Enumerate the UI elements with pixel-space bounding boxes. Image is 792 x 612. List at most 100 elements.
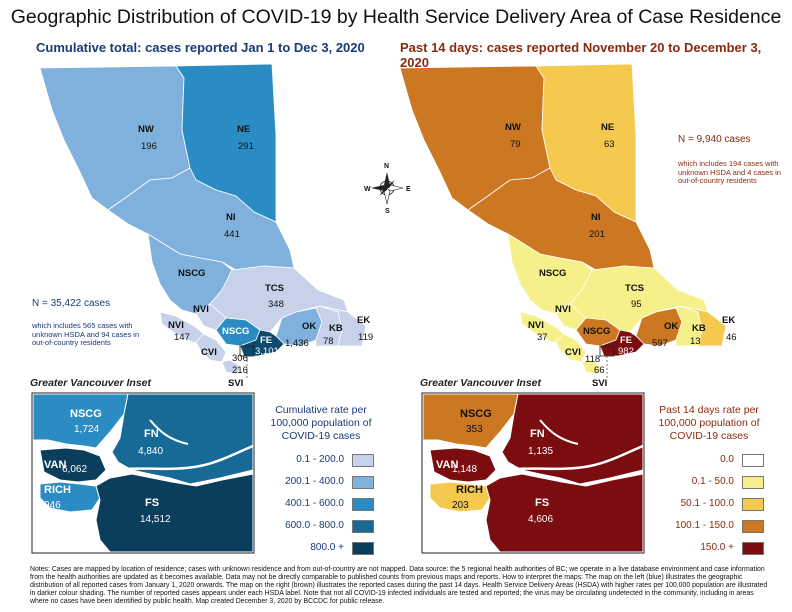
left-label-tcs: TCS [265,283,284,294]
right-inset-value-fn: 1,135 [528,446,553,457]
left-value-ni: 441 [224,229,240,240]
left-legend-swatch-4 [352,542,374,555]
right-inset-value-fs: 4,606 [528,514,553,525]
left-value-tcs: 348 [268,299,284,310]
left-legend-label-0: 0.1 - 200.0 [296,454,344,465]
right-label-fe: FE [620,335,632,346]
right-legend-label-3: 100.1 - 150.0 [675,520,734,531]
left-label-svi: SVI [228,378,243,389]
right-label-ok: OK [664,321,678,332]
left-value-nvi: 147 [174,332,190,343]
right-value-nvi: 37 [537,332,548,343]
left-legend-label-3: 600.0 - 800.0 [285,520,344,531]
left-legend-label-4: 800.0 + [310,542,344,553]
right-label-nvi: NVI [528,320,544,331]
right-legend-swatch-2 [742,498,764,511]
left-label-ne: NE [237,124,250,135]
left-label-nscg: NSCG [178,268,205,279]
left-value-cvi: 306 [232,353,248,364]
right-region-svi [581,359,601,375]
left-inset-value-fn: 4,840 [138,446,163,457]
right-legend-label-2: 50.1 - 100.0 [680,498,734,509]
left-legend-title: Cumulative rate per 100,000 population o… [270,404,372,442]
right-value-tcs: 95 [631,299,642,310]
right-legend-label-4: 150.0 + [700,542,734,553]
right-inset-label-fs: FS [535,497,549,509]
left-inset-value-nscg: 1,724 [74,424,99,435]
right-label-ni: NI [591,212,601,223]
left-inset-label-fn: FN [144,428,159,440]
right-inset-label: Greater Vancouver Inset [420,377,541,389]
right-label-svi: SVI [592,378,607,389]
left-legend-swatch-3 [352,520,374,533]
left-label-ni: NI [226,212,236,223]
left-inset-value-rich: 946 [44,500,61,511]
right-value-cvi: 118 [585,354,600,365]
left-value-ek: 119 [358,332,373,343]
left-legend-label-1: 200.1 - 400.0 [285,476,344,487]
left-inset-value-van: 6,062 [62,464,87,475]
right-label-ne: NE [601,122,614,133]
right-map-subtitle: Past 14 days: cases reported November 20… [400,40,762,70]
right-inset-label-nscg: NSCG [460,408,492,420]
left-inset-label-nscg: NSCG [70,408,102,420]
left-region-cvi [195,333,227,363]
left-value-ok: 1,436 [285,338,309,349]
right-label-nscg: NSCG [539,268,566,279]
right-label-tcs: TCS [625,283,644,294]
right-value-fe: 982 [618,346,634,357]
left-total-note: which includes 565 cases with unknown HS… [32,321,140,347]
right-inset-value-nscg: 353 [466,424,483,435]
right-label-ek: EK [722,315,735,326]
right-legend-swatch-4 [742,542,764,555]
right-value-nw: 79 [510,139,521,150]
left-label-nvi: NVI [168,320,184,331]
right-total-note: which includes 194 cases with unknown HS… [678,159,781,185]
left-legend-swatch-2 [352,498,374,511]
right-inset-label-fn: FN [530,428,545,440]
right-value-ek: 46 [726,332,737,343]
right-legend-swatch-3 [742,520,764,533]
left-region-ek [319,305,367,347]
compass-w: W [364,186,371,193]
left-value-nw: 196 [141,141,157,152]
left-value-svi: 216 [232,365,248,376]
right-region-cvi [555,333,587,363]
right-value-ne: 63 [604,139,615,150]
left-inset-label-van: VAN [44,459,66,471]
left-label-kb: KB [329,323,343,334]
right-total: N = 9,940 cases [678,134,751,145]
left-inset-label-fs: FS [145,497,159,509]
right-legend-label-0: 0.0 [720,454,734,465]
left-label-ek: EK [357,315,370,326]
left-inset-value-fs: 14,512 [140,514,171,525]
left-label-nvi-upper: NVI [193,304,209,315]
left-label-ok: OK [302,321,316,332]
left-legend-swatch-1 [352,476,374,489]
left-label-cvi: CVI [201,347,217,358]
right-legend-swatch-0 [742,454,764,467]
right-label-nvi-upper: NVI [555,304,571,315]
left-value-fe: 3,101 [255,346,279,357]
left-map-subtitle: Cumulative total: cases reported Jan 1 t… [36,40,365,55]
left-value-ne: 291 [238,141,254,152]
right-inset-label-van: VAN [436,459,458,471]
compass-n: N [384,163,389,170]
left-region-svi [221,359,241,375]
right-value-ok: 597 [652,338,668,349]
right-label-nw: NW [505,122,521,133]
compass-e: E [406,186,411,193]
left-label-nw: NW [138,124,154,135]
right-legend-label-1: 0.1 - 50.0 [691,476,734,487]
footnotes: Notes: Cases are mapped by location of r… [30,566,768,605]
left-total: N = 35,422 cases [32,298,111,309]
right-value-svi: 66 [594,365,605,376]
right-region-ek [679,305,727,347]
compass-s: S [385,208,390,215]
right-label-cvi: CVI [565,347,581,358]
right-label-nscg-coast: NSCG [583,326,610,337]
